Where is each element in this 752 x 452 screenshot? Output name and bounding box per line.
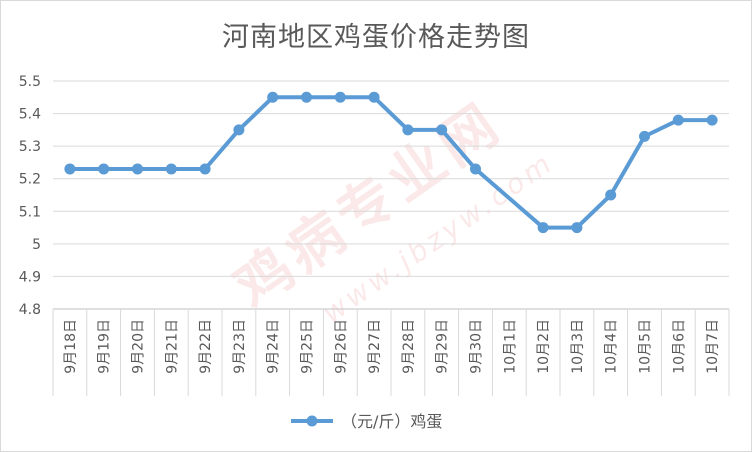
x-tick-label: 9月22日 [198,319,214,374]
x-tick-label: 9月28日 [401,319,417,374]
data-point [706,114,718,126]
x-tick-label: 9月24日 [266,319,282,374]
y-tick-label: 5.1 [19,204,41,220]
chart-title: 河南地区鸡蛋价格走势图 [222,22,530,53]
y-tick-label: 4.8 [19,302,41,318]
x-tick-label: 10月7日 [705,319,721,374]
x-tick-label: 10月6日 [671,319,687,374]
y-tick-label: 5.3 [19,139,41,155]
data-point [64,163,76,175]
x-tick-label: 9月21日 [164,319,180,374]
x-tick-label: 9月25日 [300,319,316,374]
y-tick-label: 5.4 [19,107,41,123]
y-tick-label: 5.5 [19,74,41,90]
data-point [605,189,617,201]
data-point [639,130,650,142]
legend-marker [306,415,318,427]
x-tick-label: 9月30日 [469,319,485,374]
data-point [132,163,143,175]
x-tick-label: 10月4日 [604,319,620,374]
x-tick-label: 10月5日 [638,319,654,374]
data-point [98,163,110,175]
data-point [672,114,684,126]
x-tick-label: 9月29日 [435,319,451,374]
x-tick-label: 9月19日 [97,319,113,374]
x-tick-label: 9月18日 [63,319,79,374]
data-point [267,91,279,103]
legend-label: （元/斤）鸡蛋 [341,412,442,431]
x-tick-label: 9月26日 [333,319,349,374]
x-tick-label: 9月27日 [367,319,383,374]
data-point [165,163,177,175]
data-point [436,124,448,136]
x-tick-label: 9月20日 [131,319,147,374]
data-point [233,124,245,136]
data-point [571,222,583,234]
x-tick-label: 10月1日 [502,319,518,374]
x-tick-label: 10月3日 [570,319,586,374]
data-point [199,163,211,175]
data-point [402,124,414,136]
data-point [537,222,549,234]
data-point [470,163,481,175]
y-tick-label: 5.2 [19,172,41,188]
data-point [334,91,346,103]
x-tick-label: 10月2日 [536,319,552,374]
data-point [368,91,380,103]
y-tick-label: 5 [32,237,41,253]
data-point [301,91,312,103]
series-line [69,95,713,230]
x-tick-label: 9月23日 [232,319,248,374]
y-tick-label: 4.9 [19,269,41,285]
